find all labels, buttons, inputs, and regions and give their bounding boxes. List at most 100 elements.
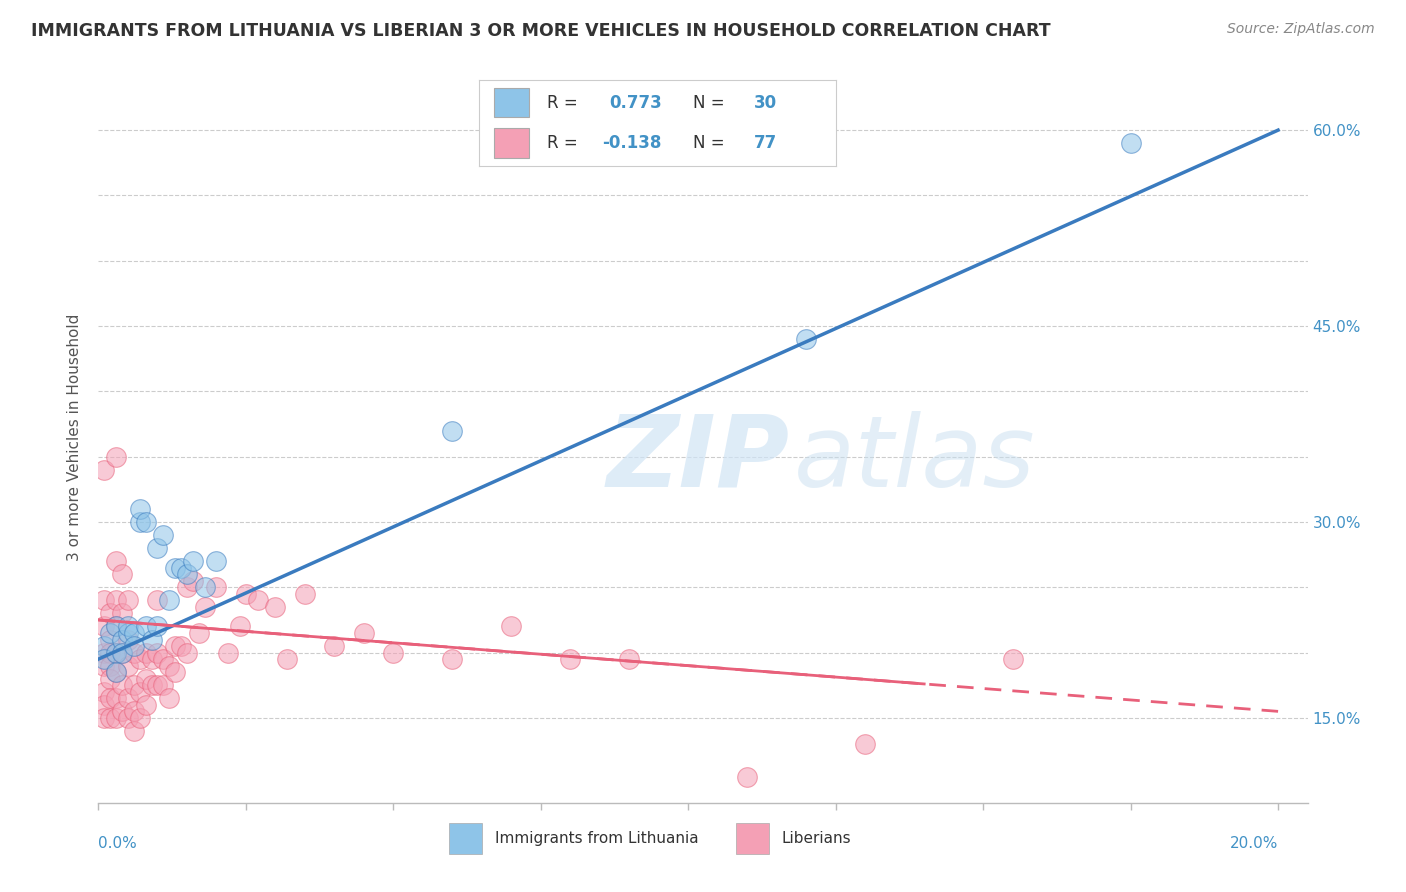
- Point: [165, 639, 187, 653]
- Point: [1001, 652, 1024, 666]
- Point: [128, 652, 150, 666]
- Point: [382, 646, 405, 660]
- Point: [105, 619, 128, 633]
- Point: [135, 646, 157, 660]
- Point: [135, 619, 157, 633]
- Point: [111, 646, 134, 660]
- Point: [105, 711, 128, 725]
- Point: [276, 652, 298, 666]
- Point: [141, 632, 163, 647]
- Point: [105, 646, 128, 660]
- Point: [619, 652, 641, 666]
- Point: [353, 626, 375, 640]
- Point: [111, 646, 134, 660]
- Point: [135, 515, 157, 529]
- Point: [229, 619, 252, 633]
- Point: [246, 593, 269, 607]
- Point: [105, 619, 128, 633]
- Point: [181, 574, 204, 588]
- Point: [117, 711, 139, 725]
- Point: [122, 646, 145, 660]
- Point: [111, 607, 134, 621]
- Point: [176, 567, 198, 582]
- Point: [122, 705, 145, 719]
- Point: [93, 619, 115, 633]
- Point: [128, 515, 150, 529]
- Point: [141, 652, 163, 666]
- Point: [111, 705, 134, 719]
- Point: [128, 711, 150, 725]
- Point: [93, 711, 115, 725]
- Point: [111, 567, 134, 582]
- Point: [98, 672, 121, 686]
- Point: [146, 678, 169, 692]
- Point: [294, 587, 316, 601]
- Text: 0.0%: 0.0%: [98, 836, 138, 851]
- Point: [93, 685, 115, 699]
- Point: [187, 626, 209, 640]
- Point: [117, 626, 139, 640]
- Point: [135, 672, 157, 686]
- Point: [205, 580, 228, 594]
- Point: [501, 619, 523, 633]
- Point: [98, 632, 121, 647]
- Point: [146, 593, 169, 607]
- Point: [205, 554, 228, 568]
- Point: [152, 678, 174, 692]
- Point: [146, 619, 169, 633]
- Point: [98, 646, 121, 660]
- Point: [117, 593, 139, 607]
- Point: [93, 652, 115, 666]
- Point: [98, 607, 121, 621]
- Point: [176, 580, 198, 594]
- Point: [105, 593, 128, 607]
- Point: [146, 541, 169, 555]
- Point: [735, 770, 758, 784]
- Point: [441, 424, 464, 438]
- Point: [122, 723, 145, 738]
- Point: [117, 619, 139, 633]
- Point: [135, 698, 157, 712]
- Point: [98, 691, 121, 706]
- Text: Source: ZipAtlas.com: Source: ZipAtlas.com: [1227, 22, 1375, 37]
- Point: [170, 560, 193, 574]
- Point: [93, 646, 115, 660]
- Point: [105, 450, 128, 464]
- Point: [194, 599, 217, 614]
- Point: [152, 652, 174, 666]
- Point: [122, 678, 145, 692]
- Point: [165, 560, 187, 574]
- Point: [122, 639, 145, 653]
- Point: [105, 646, 128, 660]
- Text: 20.0%: 20.0%: [1230, 836, 1278, 851]
- Point: [152, 528, 174, 542]
- Text: IMMIGRANTS FROM LITHUANIA VS LIBERIAN 3 OR MORE VEHICLES IN HOUSEHOLD CORRELATIO: IMMIGRANTS FROM LITHUANIA VS LIBERIAN 3 …: [31, 22, 1050, 40]
- Point: [98, 658, 121, 673]
- Point: [98, 626, 121, 640]
- Point: [111, 678, 134, 692]
- Point: [157, 593, 180, 607]
- Point: [264, 599, 287, 614]
- Point: [93, 593, 115, 607]
- Point: [111, 632, 134, 647]
- Point: [128, 685, 150, 699]
- Point: [105, 665, 128, 680]
- Point: [170, 639, 193, 653]
- Point: [194, 580, 217, 594]
- Text: ZIP: ZIP: [606, 410, 789, 508]
- Point: [105, 691, 128, 706]
- Point: [165, 665, 187, 680]
- Point: [853, 737, 876, 751]
- Point: [105, 554, 128, 568]
- Y-axis label: 3 or more Vehicles in Household: 3 or more Vehicles in Household: [67, 313, 83, 561]
- Point: [146, 646, 169, 660]
- Point: [93, 639, 115, 653]
- Point: [117, 691, 139, 706]
- Point: [176, 646, 198, 660]
- Point: [1119, 136, 1142, 151]
- Point: [93, 698, 115, 712]
- Point: [794, 332, 817, 346]
- Point: [181, 554, 204, 568]
- Point: [157, 658, 180, 673]
- Point: [117, 658, 139, 673]
